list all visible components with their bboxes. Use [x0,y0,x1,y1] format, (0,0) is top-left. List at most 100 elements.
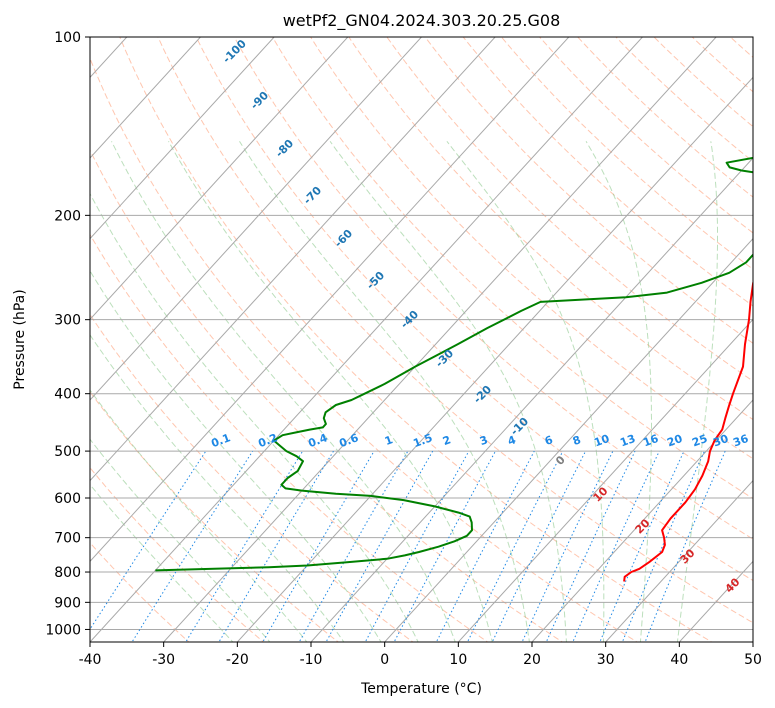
mixing-ratio-label: 8 [571,433,583,448]
mixing-ratio-line [131,450,254,642]
pressure-gridlines [90,37,753,630]
dry-adiabat [233,37,753,540]
skewed-isotherm [90,37,570,563]
dry-adiabat [119,37,713,642]
skewed-isotherm [90,37,496,482]
isotherm-label: -50 [364,269,387,292]
y-tick-label: 500 [54,444,81,460]
mixing-ratio-label: 1.5 [411,431,434,450]
isotherm-label: -60 [332,227,355,250]
x-axis-ticks: -40 -30 -20 -10 0 10 20 30 40 50 [79,642,762,668]
skewed-isotherm [383,237,753,642]
dry-adiabat [310,37,753,460]
y-axis-label: Pressure (hPa) [12,289,28,389]
y-tick-label: 200 [54,208,81,224]
moist-adiabat [90,389,308,642]
y-tick-label: 700 [54,531,81,547]
skewed-isotherm [457,318,753,642]
isotherm-label: -90 [248,89,271,112]
skewed-isotherm [0,24,65,645]
x-tick-label: 0 [380,652,389,668]
mixing-ratio-line [218,450,334,642]
isotherm-label: -20 [471,383,494,406]
mixing-ratio-line [364,450,470,642]
dry-adiabat [653,37,753,128]
y-tick-label: 800 [54,565,81,581]
x-tick-label: -30 [152,652,175,668]
isotherm-label: 40 [723,575,743,595]
y-tick-label: 1000 [45,622,81,638]
temperature-line [623,280,753,582]
x-tick-label: 20 [523,652,541,668]
isotherm-label: -100 [220,37,249,66]
x-tick-label: 40 [670,652,688,668]
x-tick-label: 30 [597,652,615,668]
dry-adiabat [386,37,753,382]
y-axis-ticks: 100 200 300 400 500 600 700 800 900 1000 [45,30,90,638]
x-tick-label: 50 [744,652,762,668]
plot-frame [89,36,754,643]
dry-adiabat [271,37,753,500]
mixing-ratio-line [90,450,207,631]
mixing-ratio-line [435,450,535,642]
mixing-ratio-label: 3 [478,433,490,448]
dry-adiabat [754,24,775,645]
chart-title: wetPf2_GN04.2024.303.20.25.G08 [283,11,561,31]
moist-adiabat [446,140,605,642]
moist-adiabat [90,334,345,642]
mixing-ratio-line [466,450,564,642]
isotherm-label: 20 [633,516,653,536]
mixing-ratio-line [491,450,587,642]
mixing-ratio-line [572,450,660,642]
skewed-isotherm [90,37,275,240]
mixing-ratio-label: 6 [543,433,555,448]
moist-adiabat [329,141,567,642]
dry-adiabat [424,37,753,344]
y-tick-label: 100 [54,30,81,46]
skewed-isotherm [604,479,753,642]
skewed-isotherm [90,37,644,642]
dry-adiabat [90,466,265,642]
dry-adiabat [348,37,753,421]
skewed-isotherm [310,157,753,642]
dry-adiabat [90,542,190,642]
mixing-ratio-label: 25 [690,432,709,449]
dry-adiabat [90,313,414,642]
mixing-ratio-label: 0.4 [306,431,329,450]
dry-adiabat [729,37,753,58]
moist-adiabat [676,141,718,642]
moist-adiabat [90,270,382,642]
plot-area [0,24,775,645]
profile-series [155,156,753,582]
mixing-ratio-line [298,450,409,642]
skewed-isotherm [162,37,717,642]
moist-adiabat [239,141,530,642]
isotherm-label: -40 [398,308,421,331]
dry-adiabat [538,37,753,234]
dry-adiabat [577,37,753,198]
isotherm-label: -80 [273,137,296,160]
mixing-ratio-label: 2 [441,433,453,448]
skewed-isotherm [90,37,423,401]
mixing-ratio-line [644,450,726,642]
mixing-ratio-label: 1 [383,433,395,448]
mixing-ratio-line [393,450,496,642]
isotherm-label: -70 [301,184,324,207]
y-tick-label: 300 [54,313,81,329]
skewed-isotherm [752,641,753,642]
skewed-isotherm [236,76,753,642]
dry-adiabat [90,149,564,642]
moist-adiabats [90,140,718,642]
skewed-isotherm [90,37,202,159]
moist-adiabat [90,192,419,642]
isotherm-label: -30 [433,347,456,370]
x-axis-label: Temperature (°C) [360,681,482,697]
dry-adiabat [462,37,753,307]
skewed-isotherm [531,399,753,642]
dewpoint-line [155,156,753,572]
mixing-ratio-label: 20 [665,432,684,450]
mixing-ratio-line [545,450,636,642]
mixing-ratio-label: 16 [641,432,660,450]
x-tick-label: 10 [449,652,467,668]
